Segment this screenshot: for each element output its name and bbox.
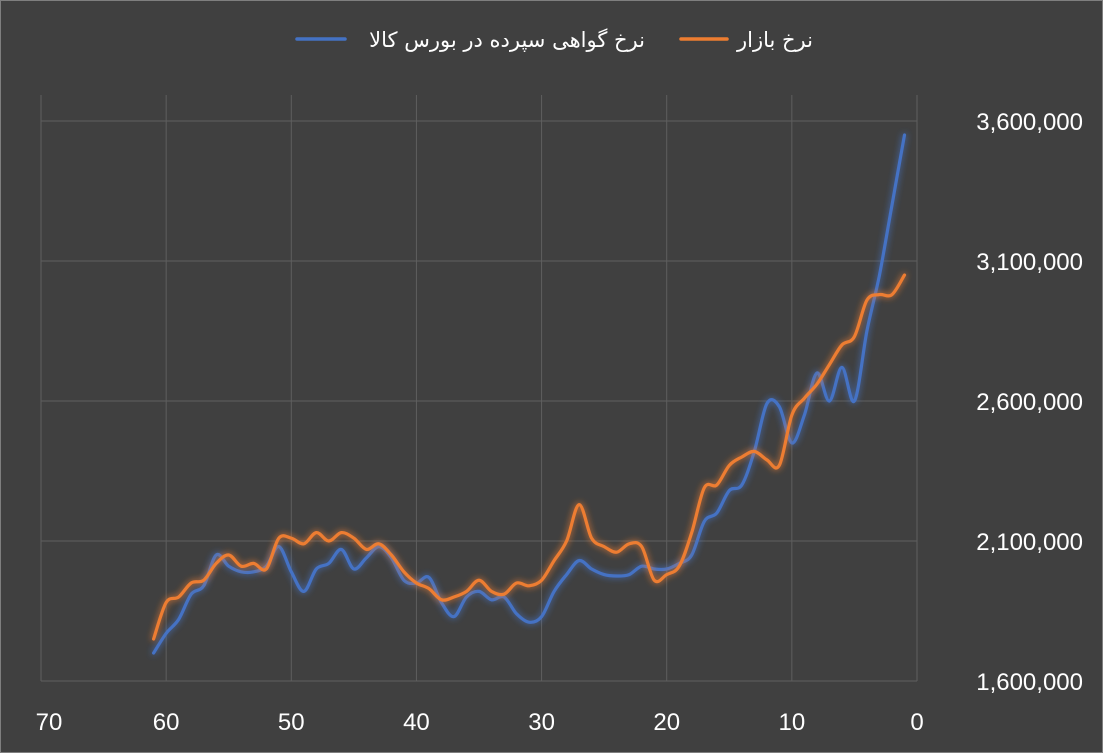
legend: نرخ گواهی سپرده در بورس کالا نرخ بازار	[295, 28, 813, 52]
y-tick-label: 2,600,000	[976, 389, 1083, 416]
x-tick-label: 60	[153, 709, 180, 736]
y-tick-label: 3,100,000	[976, 249, 1083, 276]
x-tick-label: 20	[653, 709, 680, 736]
series-line-deposit-certificate	[152, 133, 907, 655]
y-tick-label: 3,600,000	[976, 109, 1083, 136]
legend-label: نرخ گواهی سپرده در بورس کالا	[369, 28, 645, 52]
x-axis-ticks: 70 60 50 40 30 20 10 0	[36, 709, 924, 736]
x-tick-label: 70	[36, 709, 63, 736]
x-tick-label: 40	[403, 709, 430, 736]
x-tick-label: 30	[528, 709, 555, 736]
y-tick-label: 2,100,000	[976, 529, 1083, 556]
x-tick-label: 50	[278, 709, 305, 736]
grid	[40, 95, 918, 682]
y-tick-label: 1,600,000	[976, 669, 1083, 696]
series-line-market-rate	[152, 273, 907, 641]
legend-label: نرخ بازار	[736, 28, 813, 52]
y-axis-ticks: 3,600,000 3,100,000 2,600,000 2,100,000 1,60…	[976, 109, 1083, 696]
x-tick-label: 0	[910, 709, 923, 736]
series-lines	[152, 133, 907, 655]
x-tick-label: 10	[779, 709, 806, 736]
